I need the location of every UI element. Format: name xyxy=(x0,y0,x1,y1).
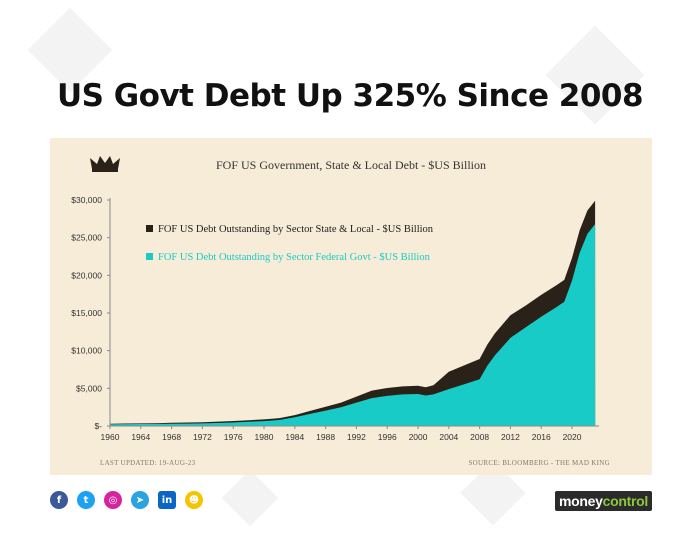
brand-part-1: money xyxy=(559,493,603,509)
y-tick-label: $25,000 xyxy=(71,233,102,243)
x-tick-label: 1980 xyxy=(255,432,274,442)
x-tick-label: 2016 xyxy=(532,432,551,442)
x-tick-label: 1984 xyxy=(285,432,304,442)
instagram-icon[interactable]: ◎ xyxy=(104,491,122,509)
x-tick-label: 1964 xyxy=(131,432,150,442)
y-tick-label: $5,000 xyxy=(76,383,102,393)
x-tick-label: 1968 xyxy=(162,432,181,442)
background-tile xyxy=(221,469,279,527)
twitter-icon[interactable]: t xyxy=(77,491,95,509)
federal-area xyxy=(110,224,596,426)
x-tick-label: 2004 xyxy=(439,432,458,442)
chart-panel: FOF US Government, State & Local Debt - … xyxy=(50,138,652,475)
linkedin-icon[interactable]: in xyxy=(158,491,176,509)
x-tick-label: 2012 xyxy=(501,432,520,442)
facebook-icon[interactable]: f xyxy=(50,491,68,509)
chart-title: FOF US Government, State & Local Debt - … xyxy=(216,158,486,172)
y-tick-label: $20,000 xyxy=(71,270,102,280)
crown-icon xyxy=(90,156,120,172)
x-tick-label: 2000 xyxy=(409,432,428,442)
x-tick-label: 1992 xyxy=(347,432,366,442)
state-local-area xyxy=(110,200,596,426)
headline: US Govt Debt Up 325% Since 2008 xyxy=(56,78,644,114)
chart-svg: $- $5,000 $10,000 $15,000 $20,000 $25,000 $30,… xyxy=(71,195,599,442)
telegram-icon[interactable]: ➤ xyxy=(131,491,149,509)
x-tick-label: 1988 xyxy=(316,432,335,442)
x-tick-label: 1996 xyxy=(378,432,397,442)
legend-label: FOF US Debt Outstanding by Sector Federa… xyxy=(158,252,431,263)
snapchat-icon[interactable]: ☻ xyxy=(185,491,203,509)
x-tick-label: 1972 xyxy=(193,432,212,442)
legend-swatch xyxy=(146,225,153,232)
x-tick-label: 1960 xyxy=(101,432,120,442)
legend-label: FOF US Debt Outstanding by Sector State … xyxy=(158,224,434,235)
x-tick-label: 2020 xyxy=(563,432,582,442)
brand-part-2: control xyxy=(602,493,649,509)
x-tick-label: 2008 xyxy=(470,432,489,442)
y-tick-label: $30,000 xyxy=(71,195,102,205)
legend-swatch xyxy=(146,253,153,260)
y-tick-label: $15,000 xyxy=(71,308,102,318)
social-icons: f t ◎ ➤ in ☻ xyxy=(50,491,203,509)
last-updated: LAST UPDATED: 19-AUG-23 xyxy=(100,459,196,467)
y-tick-label: $- xyxy=(94,421,102,431)
x-tick-label: 1976 xyxy=(224,432,243,442)
source-note: SOURCE: BLOOMBERG - THE MAD KING xyxy=(468,459,610,467)
moneycontrol-logo[interactable]: money control xyxy=(555,491,652,511)
y-tick-label: $10,000 xyxy=(71,346,102,356)
